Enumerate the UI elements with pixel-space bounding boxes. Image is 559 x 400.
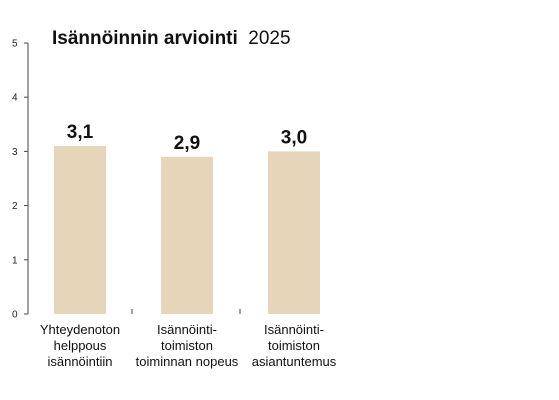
bar-value-label: 3,0 bbox=[281, 127, 307, 148]
y-tick-label: 5 bbox=[12, 39, 18, 50]
y-tick-label: 1 bbox=[12, 255, 18, 266]
labels: 3,1 Yhteydenoton helppous isännöintiin 2,9 Is… bbox=[40, 122, 337, 369]
bar-value-label: 3,1 bbox=[67, 122, 94, 143]
category-label: Yhteydenoton helppous isännöintiin bbox=[40, 322, 120, 369]
y-tick-label: 4 bbox=[12, 93, 18, 104]
chart-title: Isännöinnin arviointi 2025 bbox=[52, 28, 291, 49]
bar-value-label: 2,9 bbox=[174, 133, 200, 154]
chart-title-year: 2025 bbox=[248, 28, 290, 49]
bar bbox=[54, 145, 106, 314]
y-axis: 0 1 2 3 4 5 bbox=[12, 39, 241, 321]
y-tick-label: 0 bbox=[12, 310, 18, 321]
bar bbox=[268, 151, 320, 314]
y-tick-label: 3 bbox=[12, 147, 18, 158]
chart-title-bold: Isännöinnin arviointi bbox=[52, 28, 238, 49]
bar bbox=[161, 156, 213, 314]
y-tick-label: 2 bbox=[12, 201, 18, 212]
bars bbox=[54, 145, 320, 314]
category-label: Isännöinti-toimiston asiantuntemus bbox=[252, 322, 337, 369]
category-label: Isännöinti-toimiston toiminnan nopeus bbox=[136, 322, 239, 369]
